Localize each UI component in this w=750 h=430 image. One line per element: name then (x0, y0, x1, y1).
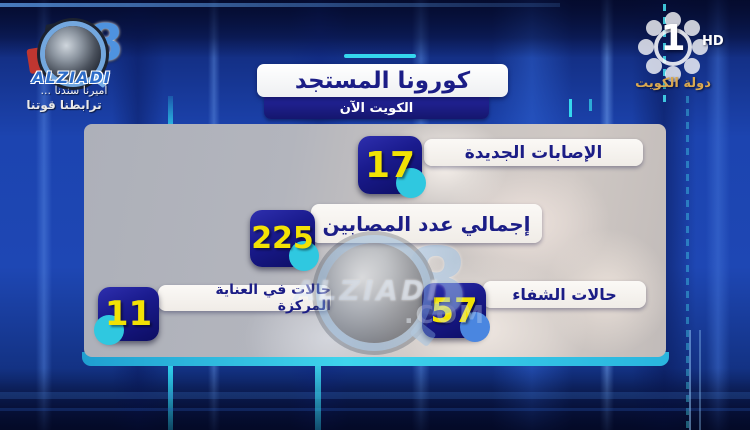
stat-label: إجمالي عدد المصابين (322, 211, 531, 236)
top-highlight-line (0, 3, 560, 7)
cyan-dash (589, 99, 592, 111)
stat-value: 17 (364, 144, 416, 186)
stat-value: 57 (430, 290, 478, 331)
channel-bug: 1 HD دولة الكويت (620, 6, 740, 106)
channel-number: 1 (660, 18, 686, 59)
station-logo-brand: ALZIADI (32, 68, 111, 87)
hd-badge: HD (702, 34, 724, 49)
bottom-light-band (0, 392, 750, 399)
stat-label-new-infections: الإصابات الجديدة (424, 139, 643, 166)
cyan-horizontal-dash (344, 54, 416, 58)
thin-light-line (699, 330, 701, 430)
stat-label: حالات الشفاء (512, 285, 617, 304)
header-subtitle: الكويت الآن (339, 100, 414, 116)
stat-label-recoveries: حالات الشفاء (483, 281, 646, 308)
cyan-dash (569, 99, 572, 117)
stat-label: الإصابات الجديدة (464, 142, 603, 163)
stat-value-recoveries: 57 (422, 283, 490, 342)
station-logo: 14 8 ALZIADI أميرنا سندنا ... ترابطنا قو… (10, 6, 140, 116)
station-tagline-1: أميرنا سندنا ... (40, 84, 108, 97)
header-title: كورونا المستجد (294, 67, 471, 94)
stat-value-new-infections: 17 (358, 136, 426, 198)
stat-label: حالات في العناية المركزة (215, 282, 331, 314)
header-subtitle-banner: الكويت الآن (264, 97, 489, 119)
station-tagline-2: ترابطنا قوتنا (26, 98, 102, 112)
camera-lens-icon (45, 26, 101, 82)
stat-label-total-infected: إجمالي عدد المصابين (311, 204, 542, 243)
stat-value-intensive-care: 11 (94, 287, 159, 345)
thin-light-line (689, 330, 691, 430)
stat-value: 11 (104, 294, 153, 334)
header-title-banner: كورونا المستجد (257, 64, 508, 97)
bottom-light-band (0, 408, 750, 411)
stat-label-intensive-care: حالات في العناية المركزة (158, 282, 331, 314)
stat-value-total-infected: 225 (250, 210, 319, 271)
bottom-dark-band (0, 368, 750, 430)
channel-country: دولة الكويت (635, 76, 711, 91)
stat-value: 225 (251, 221, 314, 256)
